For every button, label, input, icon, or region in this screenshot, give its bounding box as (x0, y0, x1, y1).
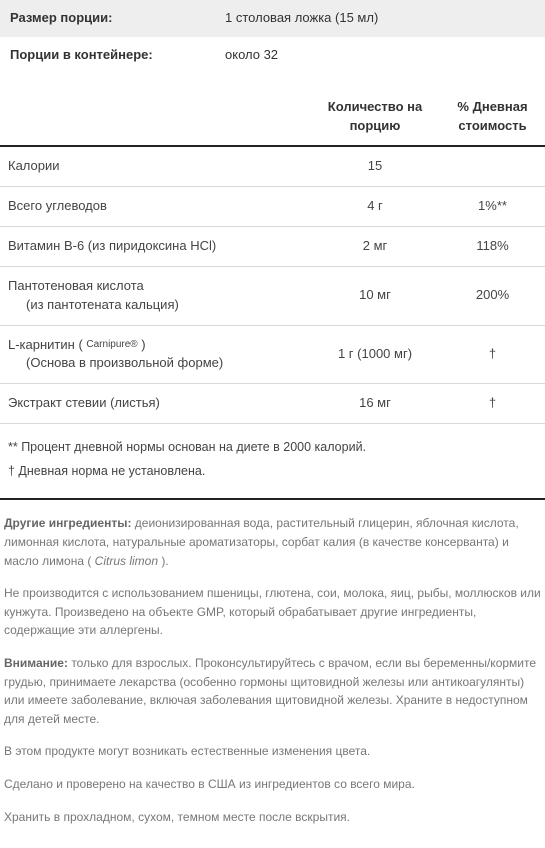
servings-per-label: Порции в контейнере: (0, 37, 215, 74)
info-paragraph: Сделано и проверено на качество в США из… (4, 775, 541, 794)
nutrient-amount: 15 (310, 146, 440, 186)
nutrient-dv (440, 146, 545, 186)
nutrient-row: Пантотеновая кислота(из пантотената каль… (0, 266, 545, 325)
info-paragraph: Внимание: только для взрослых. Проконсул… (4, 654, 541, 728)
nutrient-row: L-карнитин ( Carnipure® )(Основа в произ… (0, 325, 545, 384)
footnote: † Дневная норма не установлена. (8, 462, 537, 480)
info-paragraph: Не производится с использованием пшеницы… (4, 584, 541, 640)
nutrient-dv: † (440, 325, 545, 384)
footnote: ** Процент дневной нормы основан на диет… (8, 438, 537, 456)
info-paragraph: В этом продукте могут возникать естестве… (4, 742, 541, 761)
nutrient-amount: 4 г (310, 187, 440, 227)
nutrient-row: Всего углеводов4 г1%** (0, 187, 545, 227)
nutrient-name: Витамин B-6 (из пиридоксина HCl) (0, 227, 310, 267)
nutrient-dv: 200% (440, 266, 545, 325)
nutrient-name: Пантотеновая кислота(из пантотената каль… (0, 266, 310, 325)
nutrient-amount: 16 мг (310, 384, 440, 424)
serving-info-table: Размер порции: 1 столовая ложка (15 мл) … (0, 0, 545, 74)
nutrient-row: Витамин B-6 (из пиридоксина HCl)2 мг118% (0, 227, 545, 267)
nutrition-panel: Размер порции: 1 столовая ложка (15 мл) … (0, 0, 545, 848)
nutrient-amount: 2 мг (310, 227, 440, 267)
additional-info: Другие ингредиенты: деионизированная вод… (0, 500, 545, 848)
col-name (0, 92, 310, 147)
nutrient-dv: 1%** (440, 187, 545, 227)
footnotes: ** Процент дневной нормы основан на диет… (0, 424, 545, 500)
col-dv: % Дневная стоимость (440, 92, 545, 147)
nutrient-amount: 1 г (1000 мг) (310, 325, 440, 384)
nutrient-dv: † (440, 384, 545, 424)
nutrient-name: Калории (0, 146, 310, 186)
serving-size-value: 1 столовая ложка (15 мл) (215, 0, 545, 37)
servings-per-value: около 32 (215, 37, 545, 74)
nutrient-row: Экстракт стевии (листья)16 мг† (0, 384, 545, 424)
nutrient-name: Всего углеводов (0, 187, 310, 227)
nutrient-dv: 118% (440, 227, 545, 267)
nutrient-name: L-карнитин ( Carnipure® )(Основа в произ… (0, 325, 310, 384)
serving-size-label: Размер порции: (0, 0, 215, 37)
info-paragraph: Хранить в прохладном, сухом, темном мест… (4, 808, 541, 827)
info-paragraph: Другие ингредиенты: деионизированная вод… (4, 514, 541, 570)
nutrients-table: Количество на порцию % Дневная стоимость… (0, 92, 545, 424)
nutrient-row: Калории15 (0, 146, 545, 186)
nutrient-name: Экстракт стевии (листья) (0, 384, 310, 424)
col-amount: Количество на порцию (310, 92, 440, 147)
nutrient-amount: 10 мг (310, 266, 440, 325)
